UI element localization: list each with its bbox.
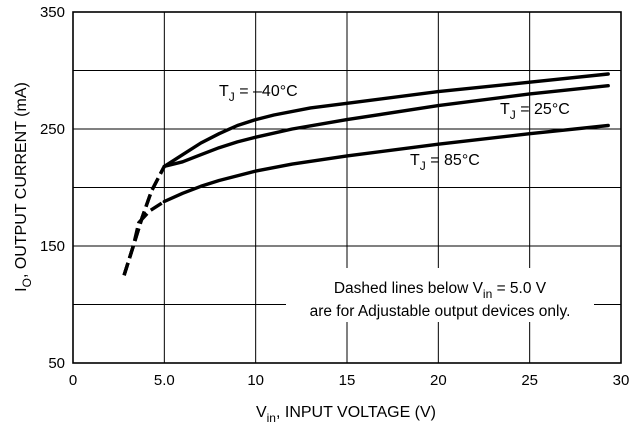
plot-frame xyxy=(72,11,622,364)
x-tick-label: 20 xyxy=(430,372,447,389)
y-tick-label: 150 xyxy=(40,238,65,255)
annotation-line-1: Dashed lines below Vin = 5.0 V xyxy=(334,280,547,301)
series-0-line xyxy=(162,72,610,169)
x-tick-labels: 0 5.0 10 15 20 25 30 xyxy=(69,372,630,389)
y-tick-labels: 50 150 250 350 xyxy=(40,4,65,372)
series-2-line xyxy=(162,123,610,204)
x-axis-label: Vin, INPUT VOLTAGE (V) xyxy=(256,404,436,425)
y-axis-label: IO, OUTPUT CURRENT (mA) xyxy=(13,82,34,292)
annotation-background xyxy=(286,268,594,322)
series-1-dashed-line xyxy=(122,165,166,276)
label-tj-85: TJ = 85°C xyxy=(410,152,480,173)
y-tick-label: 50 xyxy=(48,355,65,372)
x-tick-label: 30 xyxy=(613,372,630,389)
x-tick-label: 15 xyxy=(339,372,356,389)
annotation-line-2: are for Adjustable output devices only. xyxy=(310,303,571,320)
label-tj-minus40: TJ = –40°C xyxy=(219,83,298,104)
x-tick-label: 5.0 xyxy=(154,372,175,389)
curves xyxy=(122,72,610,276)
x-tick-label: 10 xyxy=(247,372,264,389)
x-tick-label: 25 xyxy=(521,372,538,389)
series-1-line xyxy=(162,84,610,169)
label-tj-25: TJ = 25°C xyxy=(500,101,570,122)
y-tick-label: 350 xyxy=(40,4,65,21)
y-tick-label: 250 xyxy=(40,121,65,138)
series-0-dashed-line xyxy=(122,165,166,276)
series-2-dashed-line xyxy=(122,200,166,276)
x-tick-label: 0 xyxy=(69,372,77,389)
